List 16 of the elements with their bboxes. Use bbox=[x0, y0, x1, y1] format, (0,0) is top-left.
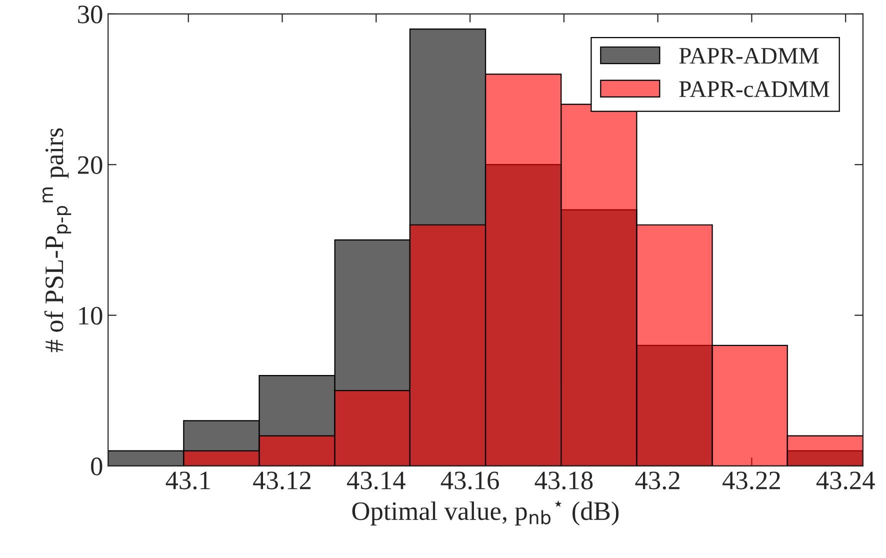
y-tick-label: 30 bbox=[78, 6, 102, 24]
y-tick-label: 10 bbox=[79, 306, 102, 325]
legend-label: PAPR-cADMM bbox=[679, 81, 830, 98]
x-tick-label: 43.22 bbox=[722, 472, 780, 490]
x-tick-label: 43.1 bbox=[166, 472, 210, 490]
x-tick-label: 43.18 bbox=[534, 472, 593, 490]
y-tick-label: 0 bbox=[91, 458, 102, 476]
legend-label: PAPR-ADMM bbox=[679, 48, 819, 64]
x-tick-label: 43.14 bbox=[346, 472, 406, 490]
x-tick-label: 43.2 bbox=[635, 472, 680, 490]
x-tick-label: 43.16 bbox=[440, 472, 499, 490]
x-tick-label: 43.12 bbox=[253, 472, 310, 490]
y-tick-label: 20 bbox=[78, 156, 102, 174]
y-axis-title: # of PSL-P$_{p-p}$$^{m}$ pairs bbox=[42, 128, 72, 352]
x-axis-title: Optimal value, p$_{nb}$$^{⋆}$ (dB) bbox=[352, 500, 619, 526]
x-tick-label: 43.24 bbox=[816, 472, 875, 490]
